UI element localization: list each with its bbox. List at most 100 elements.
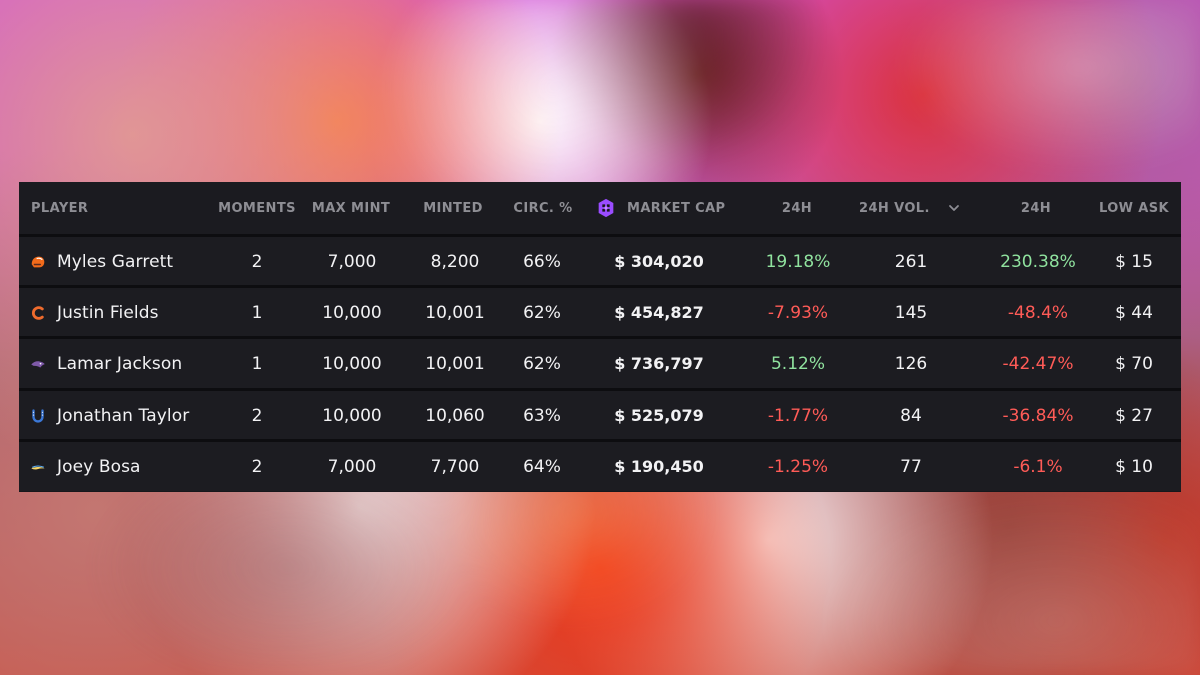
table-header-row: PLAYER MOMENTS MAX MINT MINTED CIRC. % bbox=[19, 182, 1181, 235]
max-mint-cell: 7,000 bbox=[312, 237, 392, 286]
minted-column-header[interactable]: MINTED bbox=[411, 182, 495, 234]
max-mint-cell: 10,000 bbox=[312, 288, 392, 337]
market-cap-cell: $ 525,079 bbox=[604, 391, 714, 440]
circ-column-label: CIRC. % bbox=[513, 200, 573, 216]
minted-cell: 10,001 bbox=[415, 339, 495, 388]
market-cap-cell: $ 190,450 bbox=[604, 442, 714, 491]
market-cap-cell: $ 736,797 bbox=[604, 339, 714, 388]
volume-24h-cell: 77 bbox=[876, 442, 946, 491]
player-column-label: PLAYER bbox=[31, 200, 89, 216]
moments-value: 2 bbox=[251, 456, 263, 477]
moments-value: 1 bbox=[251, 302, 263, 323]
max-mint-value: 7,000 bbox=[327, 251, 377, 272]
circ-cell: 66% bbox=[512, 237, 572, 286]
volume-change-24h-value: -42.47% bbox=[1002, 353, 1074, 374]
volume-change-24h-value: -48.4% bbox=[1007, 302, 1069, 323]
circ-value: 64% bbox=[523, 456, 561, 477]
change-24h-value: 5.12% bbox=[770, 353, 825, 374]
moments-column-header[interactable]: MOMENTS bbox=[215, 182, 299, 234]
table-row[interactable]: Justin Fields 1 10,000 10,001 62% $ 454,… bbox=[19, 285, 1181, 337]
circ-value: 66% bbox=[523, 251, 561, 272]
max-mint-column-header[interactable]: MAX MINT bbox=[309, 182, 393, 234]
volume-change-24h-cell: -36.84% bbox=[987, 391, 1089, 440]
circ-value: 62% bbox=[523, 302, 561, 323]
volume-24h-value: 126 bbox=[894, 353, 928, 374]
player-cell: Joey Bosa bbox=[29, 442, 219, 491]
low-ask-column-header[interactable]: LOW ASK bbox=[1094, 182, 1174, 234]
moments-cell: 1 bbox=[239, 339, 275, 388]
moments-value: 1 bbox=[251, 353, 263, 374]
player-stats-table: PLAYER MOMENTS MAX MINT MINTED CIRC. % bbox=[19, 182, 1181, 492]
volume-24h-cell: 84 bbox=[876, 391, 946, 440]
max-mint-value: 10,000 bbox=[322, 302, 382, 323]
volume-24h-value: 84 bbox=[900, 405, 922, 426]
player-name: Justin Fields bbox=[57, 302, 159, 323]
circ-cell: 64% bbox=[512, 442, 572, 491]
circ-value: 62% bbox=[523, 353, 561, 374]
circ-column-header[interactable]: CIRC. % bbox=[509, 182, 577, 234]
colts-horseshoe-icon bbox=[29, 407, 47, 425]
market-cap-column-label: MARKET CAP bbox=[627, 200, 726, 216]
change-24h-value: -1.77% bbox=[767, 405, 829, 426]
volume-change-24h-column-header[interactable]: 24H bbox=[1011, 182, 1061, 234]
low-ask-column-label: LOW ASK bbox=[1098, 200, 1170, 216]
bears-logo-icon bbox=[29, 304, 47, 322]
market-cap-value: $ 190,450 bbox=[614, 457, 704, 476]
moments-cell: 2 bbox=[239, 237, 275, 286]
circ-cell: 62% bbox=[512, 288, 572, 337]
player-name: Myles Garrett bbox=[57, 251, 174, 272]
low-ask-cell: $ 27 bbox=[1101, 391, 1167, 440]
max-mint-cell: 10,000 bbox=[312, 339, 392, 388]
low-ask-value: $ 70 bbox=[1115, 353, 1153, 374]
volume-change-24h-cell: -42.47% bbox=[987, 339, 1089, 388]
player-name: Lamar Jackson bbox=[57, 353, 183, 374]
low-ask-cell: $ 70 bbox=[1101, 339, 1167, 388]
volume-change-24h-cell: -48.4% bbox=[987, 288, 1089, 337]
change-24h-cell: 5.12% bbox=[753, 339, 843, 388]
volume-24h-value: 77 bbox=[900, 456, 922, 477]
moments-value: 2 bbox=[251, 405, 263, 426]
volume-change-24h-cell: -6.1% bbox=[987, 442, 1089, 491]
low-ask-value: $ 10 bbox=[1115, 456, 1153, 477]
market-cap-value: $ 454,827 bbox=[614, 303, 704, 322]
table-row[interactable]: Lamar Jackson 1 10,000 10,001 62% $ 736,… bbox=[19, 336, 1181, 388]
table-row[interactable]: Jonathan Taylor 2 10,000 10,060 63% $ 52… bbox=[19, 388, 1181, 440]
player-column-header[interactable]: PLAYER bbox=[31, 182, 191, 234]
market-cap-value: $ 304,020 bbox=[614, 252, 704, 271]
volume-change-24h-cell: 230.38% bbox=[987, 237, 1089, 286]
moments-value: 2 bbox=[251, 251, 263, 272]
max-mint-cell: 7,000 bbox=[312, 442, 392, 491]
minted-value: 7,700 bbox=[430, 456, 480, 477]
volume-24h-column-header[interactable]: 24H VOL. bbox=[859, 182, 979, 234]
low-ask-cell: $ 15 bbox=[1101, 237, 1167, 286]
table-row[interactable]: Joey Bosa 2 7,000 7,700 64% $ 190,450 -1… bbox=[19, 439, 1181, 491]
max-mint-value: 7,000 bbox=[327, 456, 377, 477]
player-cell: Justin Fields bbox=[29, 288, 219, 337]
volume-change-24h-value: 230.38% bbox=[1000, 251, 1076, 272]
market-cap-icon bbox=[595, 197, 617, 219]
minted-cell: 8,200 bbox=[415, 237, 495, 286]
low-ask-value: $ 44 bbox=[1115, 302, 1153, 323]
volume-24h-column-label: 24H VOL. bbox=[859, 200, 930, 216]
volume-change-24h-value: -6.1% bbox=[1013, 456, 1063, 477]
market-cap-cell: $ 304,020 bbox=[604, 237, 714, 286]
chargers-bolt-icon bbox=[29, 458, 47, 476]
change-24h-column-header[interactable]: 24H bbox=[771, 182, 823, 234]
minted-value: 8,200 bbox=[430, 251, 480, 272]
volume-24h-value: 145 bbox=[894, 302, 928, 323]
moments-cell: 2 bbox=[239, 391, 275, 440]
volume-24h-cell: 261 bbox=[876, 237, 946, 286]
market-cap-column-header[interactable]: MARKET CAP bbox=[595, 182, 730, 234]
low-ask-cell: $ 44 bbox=[1101, 288, 1167, 337]
low-ask-cell: $ 10 bbox=[1101, 442, 1167, 491]
circ-cell: 63% bbox=[512, 391, 572, 440]
table-row[interactable]: Myles Garrett 2 7,000 8,200 66% $ 304,02… bbox=[19, 234, 1181, 286]
moments-cell: 1 bbox=[239, 288, 275, 337]
minted-column-label: MINTED bbox=[423, 200, 483, 216]
change-24h-value: -7.93% bbox=[767, 302, 829, 323]
change-24h-cell: -1.25% bbox=[753, 442, 843, 491]
volume-24h-cell: 145 bbox=[876, 288, 946, 337]
change-24h-cell: -1.77% bbox=[753, 391, 843, 440]
minted-cell: 10,060 bbox=[415, 391, 495, 440]
chevron-down-icon[interactable] bbox=[948, 202, 960, 214]
